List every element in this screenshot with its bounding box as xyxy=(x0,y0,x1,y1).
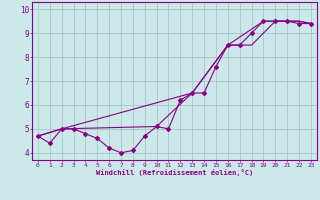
X-axis label: Windchill (Refroidissement éolien,°C): Windchill (Refroidissement éolien,°C) xyxy=(96,169,253,176)
